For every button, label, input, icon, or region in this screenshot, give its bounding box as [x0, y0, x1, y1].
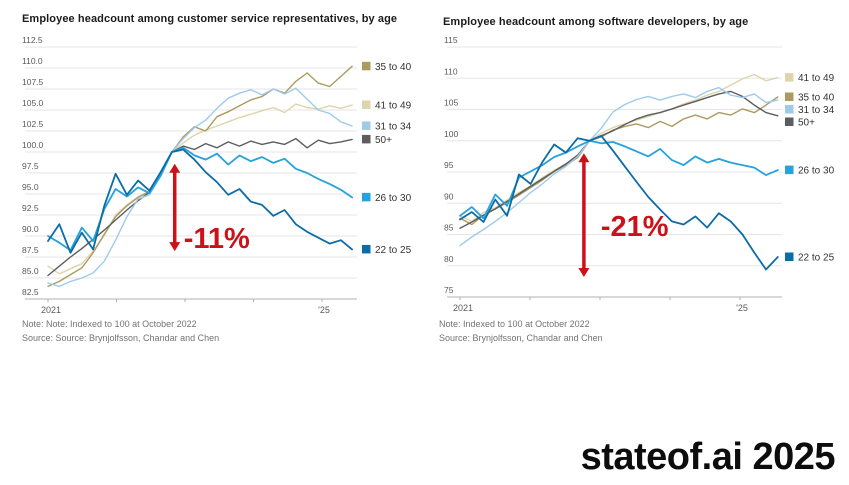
series-line-50	[47, 137, 353, 277]
legend-swatch-50	[362, 134, 371, 144]
y-tick-label: 82.5	[22, 287, 39, 297]
source-line: Source: Source: Brynjolfsson, Chandar an…	[22, 333, 220, 343]
legend-label: 50+	[798, 118, 815, 129]
y-tick-label: 90.0	[22, 224, 39, 234]
y-tick-label: 105.0	[22, 98, 44, 108]
x-tick-label: 2021	[453, 303, 473, 313]
y-tick-label: 85	[444, 223, 454, 233]
note-line: Note: Indexed to 100 at October 2022	[439, 319, 590, 329]
legend-item-31-to-34: 31 to 34	[362, 121, 412, 132]
y-tick-label: 110	[444, 66, 458, 76]
y-tick-label: 112.5	[22, 35, 43, 45]
legend-item-50: 50+	[362, 134, 392, 146]
legend-label: 26 to 30	[798, 166, 835, 177]
source-line: Source: Brynjolfsson, Chandar and Chen	[439, 333, 603, 343]
y-tick-label: 102.5	[22, 119, 44, 129]
y-tick-label: 95	[444, 160, 454, 170]
legend-item-41-to-49: 41 to 49	[785, 73, 835, 84]
y-tick-label: 100	[444, 129, 458, 139]
y-tick-label: 85.0	[22, 266, 39, 276]
annotation-arrowhead-up	[578, 153, 590, 163]
x-tick-label: '25	[736, 303, 748, 313]
legend-label: 41 to 49	[798, 73, 835, 84]
legend-item-26-to-30: 26 to 30	[785, 165, 835, 177]
series-line-22-to-25	[47, 148, 354, 254]
legend-item-35-to-40: 35 to 40	[785, 92, 835, 104]
legend-swatch-26-to-30	[362, 192, 371, 202]
legend-label: 22 to 25	[375, 245, 412, 256]
line-chart-customer-service: 112.5 110.0 107.5 105.0 102.5 100.0 97.5 95.0 92…	[22, 35, 412, 315]
series-line-41-to-49	[459, 73, 779, 223]
annotation-11: -11%	[169, 163, 250, 255]
legend-swatch-22-to-25	[362, 244, 371, 254]
note-line: Note: Note: Indexed to 100 at October 20…	[22, 319, 197, 329]
y-tick-label: 92.5	[22, 203, 39, 213]
y-tick-label: 105	[444, 98, 458, 108]
watermark: stateof.ai 2025	[580, 436, 836, 478]
y-tick-label: 90	[444, 191, 454, 201]
x-tick-label: '25	[318, 305, 330, 315]
legend-label: 41 to 49	[375, 100, 412, 111]
legend-label: 22 to 25	[798, 253, 835, 264]
chart-notes: Note: Note: Indexed to 100 at October 20…	[22, 317, 219, 345]
series-line-31-to-34	[459, 86, 779, 247]
series-line-31-to-34	[47, 87, 353, 288]
legend-label: 31 to 34	[375, 121, 412, 132]
legend-swatch-26-to-30	[785, 165, 794, 175]
legend-label: 35 to 40	[798, 93, 835, 104]
y-tick-label: 107.5	[22, 77, 44, 87]
legend-swatch-31-to-34	[362, 121, 371, 130]
legend-swatch-41-to-49	[362, 100, 371, 109]
legend-swatch-41-to-49	[785, 73, 794, 82]
y-tick-label: 110.0	[22, 56, 43, 66]
annotation-label: -21%	[601, 211, 669, 243]
legend-label: 35 to 40	[375, 62, 412, 73]
annotation-arrowhead-down	[169, 242, 181, 252]
legend-label: 50+	[375, 135, 392, 146]
annotation-arrowhead-down	[578, 268, 590, 277]
legend-item-41-to-49: 41 to 49	[362, 100, 412, 111]
y-tick-label: 87.5	[22, 245, 39, 255]
annotation-label: -11%	[184, 223, 250, 255]
legend-swatch-31-to-34	[785, 105, 794, 114]
y-tick-label: 95.0	[22, 182, 39, 192]
legend-swatch-35-to-40	[362, 61, 371, 71]
legend-item-22-to-25: 22 to 25	[362, 244, 412, 256]
legend-item-35-to-40: 35 to 40	[362, 61, 412, 73]
chart-notes: Note: Indexed to 100 at October 2022 Sou…	[439, 317, 603, 345]
legend-item-22-to-25: 22 to 25	[785, 252, 835, 264]
annotation-arrowhead-up	[169, 163, 181, 173]
legend-label: 26 to 30	[375, 193, 412, 204]
legend-item-31-to-34: 31 to 34	[785, 105, 835, 116]
legend-swatch-35-to-40	[785, 92, 794, 101]
series-line-22-to-25	[459, 134, 779, 271]
y-tick-label: 80	[444, 254, 454, 264]
legend-label: 31 to 34	[798, 105, 835, 116]
legend-item-50: 50+	[785, 117, 815, 129]
y-tick-label: 75	[444, 285, 454, 295]
chart-title: Employee headcount among customer servic…	[22, 13, 398, 25]
legend-item-26-to-30: 26 to 30	[362, 192, 412, 204]
line-chart-software-developers: 115 110 105 100 95 90 85 80 75 2021 '25 41 to 49 35 …	[444, 35, 835, 313]
y-tick-label: 97.5	[22, 161, 39, 171]
legend-swatch-22-to-25	[785, 252, 794, 261]
legend-swatch-50	[785, 117, 794, 126]
x-tick-label: 2021	[41, 305, 61, 315]
y-tick-label: 100.0	[22, 140, 44, 150]
annotation-21: -21%	[578, 153, 669, 277]
series-line-26-to-30	[459, 139, 779, 220]
series-line-35-to-40	[47, 65, 353, 288]
y-tick-label: 115	[444, 35, 458, 45]
chart-title: Employee headcount among software develo…	[443, 16, 749, 28]
